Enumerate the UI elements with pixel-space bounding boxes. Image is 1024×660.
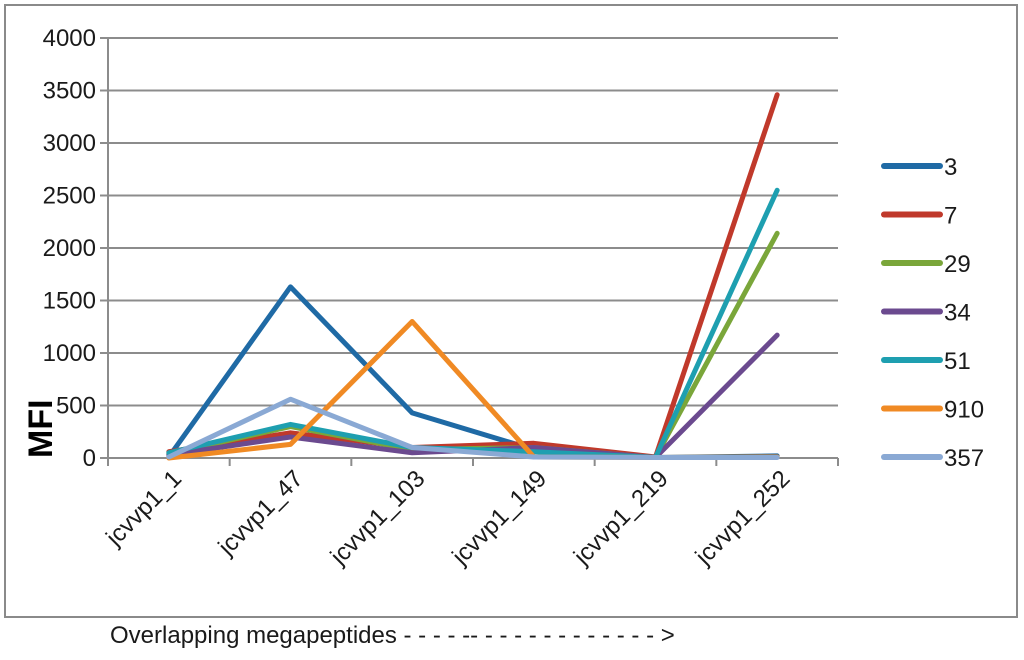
legend-label-7: 7 xyxy=(944,203,957,230)
series-lines xyxy=(166,92,780,461)
y-tick-label: 500 xyxy=(56,393,96,420)
series-line-7 xyxy=(166,92,780,460)
x-tick-label: jcvvp1_219 xyxy=(568,465,674,571)
legend: 3 7 29 34 51 910 357 xyxy=(881,154,984,472)
y-tick-labels: 0 500 1000 1500 2000 2500 3000 3500 4000 xyxy=(43,25,96,472)
series-line-357 xyxy=(166,396,780,460)
legend-label-357: 357 xyxy=(944,445,984,472)
legend-label-29: 29 xyxy=(944,251,971,278)
y-tick-label: 1000 xyxy=(43,340,96,367)
x-tick-labels: jcvvp1_1 jcvvp1_47 jcvvp1_103 jcvvp1_149 jcv… xyxy=(100,465,795,571)
y-tick-label: 3500 xyxy=(43,78,96,105)
y-tick-label: 0 xyxy=(83,445,96,472)
y-axis-label: MFI xyxy=(22,399,60,458)
x-tick-label: jcvvp1_252 xyxy=(690,465,796,571)
y-tick-label: 1500 xyxy=(43,288,96,315)
y-tick-label: 3000 xyxy=(43,130,96,157)
y-tick-label: 2500 xyxy=(43,183,96,210)
legend-label-51: 51 xyxy=(944,348,971,375)
gridlines xyxy=(108,37,838,407)
y-tick-label: 4000 xyxy=(43,25,96,52)
x-tick-label: jcvvp1_103 xyxy=(325,465,431,571)
x-axis-label: Overlapping megapeptides - - - - -- - - … xyxy=(110,622,675,649)
series-line-51 xyxy=(166,187,780,460)
legend-label-910: 910 xyxy=(944,397,984,424)
x-tick-label: jcvvp1_149 xyxy=(446,465,552,571)
chart-frame xyxy=(4,4,1018,618)
legend-label-3: 3 xyxy=(944,154,957,181)
x-tick-label: jcvvp1_47 xyxy=(213,465,309,561)
x-tick-label: jcvvp1_1 xyxy=(100,465,187,552)
legend-label-34: 34 xyxy=(944,300,971,327)
y-tick-label: 2000 xyxy=(43,235,96,262)
